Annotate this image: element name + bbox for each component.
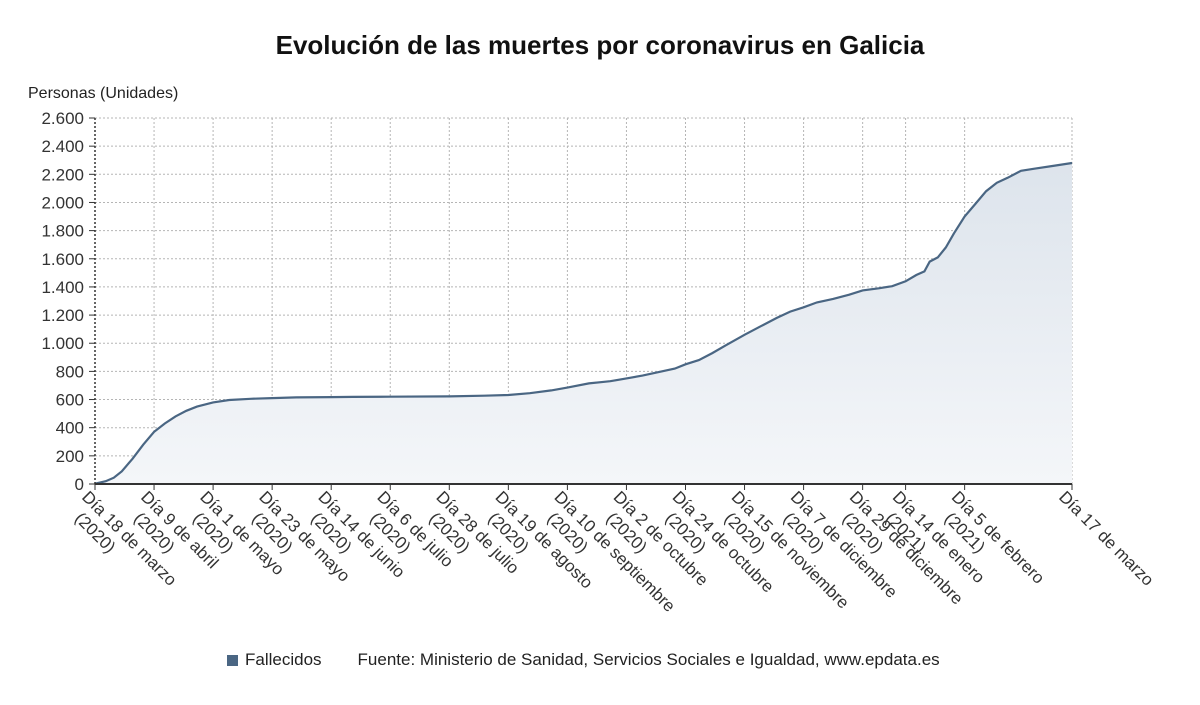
y-tick-label: 400: [56, 419, 84, 438]
y-tick-label: 1.000: [41, 334, 84, 353]
legend: Fallecidos Fuente: Ministerio de Sanidad…: [227, 650, 940, 670]
y-tick-label: 2.200: [41, 165, 84, 184]
y-tick-label: 1.200: [41, 306, 84, 325]
y-tick-label: 200: [56, 447, 84, 466]
y-tick-label: 1.600: [41, 250, 84, 269]
y-tick-label: 1.800: [41, 222, 84, 241]
series-line-fallecidos: [94, 161, 1073, 485]
x-axis-ticks: Día 18 de marzo(2020) Día 9 de abril(2020…: [71, 484, 1157, 616]
y-tick-label: 600: [56, 391, 84, 410]
axes: [94, 118, 1072, 485]
y-tick-label: 2.400: [41, 137, 84, 156]
y-tick-label: 0: [75, 475, 84, 494]
y-tick-label: 2.000: [41, 193, 84, 212]
source-note: Fuente: Ministerio de Sanidad, Servicios…: [357, 650, 940, 669]
series-area-fallecidos: [95, 163, 1072, 484]
y-axis-label: Personas (Unidades): [28, 85, 178, 102]
y-axis-ticks: 0 200 400 600 800 1.000 1.200 1.400 1.600 1.800 2.…: [41, 109, 95, 494]
legend-label: Fallecidos: [245, 650, 322, 669]
y-tick-label: 800: [56, 362, 84, 381]
y-tick-label: 1.400: [41, 278, 84, 297]
x-tick-label: Día 17 de marzo: [1055, 487, 1157, 589]
chart-title: Evolución de las muertes por coronavirus…: [275, 30, 925, 60]
y-tick-label: 2.600: [41, 109, 84, 128]
legend-swatch: [227, 654, 238, 666]
